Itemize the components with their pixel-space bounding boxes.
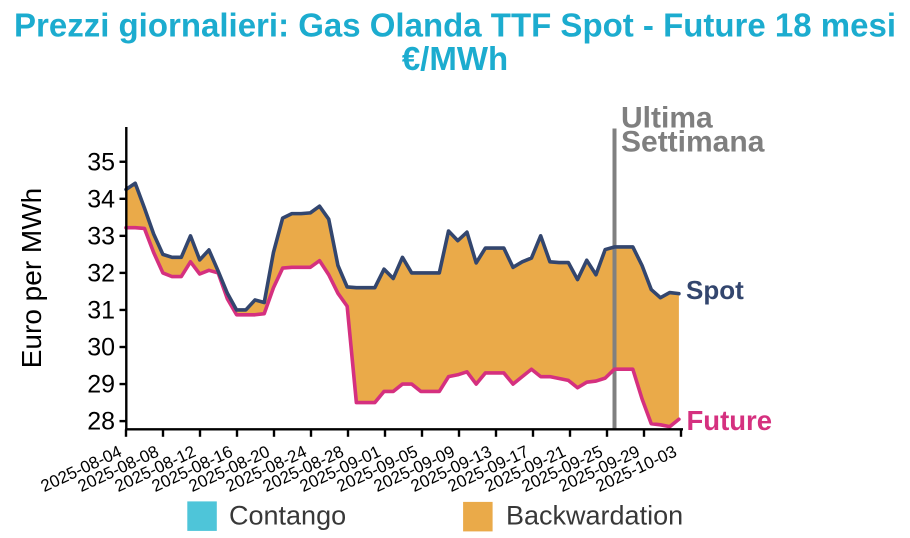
svg-text:35: 35 (87, 148, 115, 176)
svg-text:Settimana: Settimana (621, 126, 765, 159)
svg-text:30: 30 (87, 334, 115, 362)
svg-text:Euro per MWh: Euro per MWh (16, 188, 47, 369)
svg-text:Prezzi giornalieri: Gas Olanda: Prezzi giornalieri: Gas Olanda TTF Spot … (14, 7, 896, 44)
svg-text:28: 28 (87, 408, 115, 436)
svg-text:33: 33 (87, 222, 115, 250)
svg-text:32: 32 (87, 260, 115, 288)
svg-text:Contango: Contango (229, 501, 346, 531)
svg-text:Backwardation: Backwardation (506, 501, 683, 531)
svg-text:Future: Future (687, 405, 773, 436)
svg-text:29: 29 (87, 371, 115, 399)
svg-text:31: 31 (87, 297, 115, 325)
svg-text:Ultima: Ultima (621, 102, 713, 135)
svg-text:€/MWh: €/MWh (402, 40, 508, 77)
svg-text:34: 34 (87, 185, 115, 213)
svg-text:Spot: Spot (686, 275, 744, 305)
